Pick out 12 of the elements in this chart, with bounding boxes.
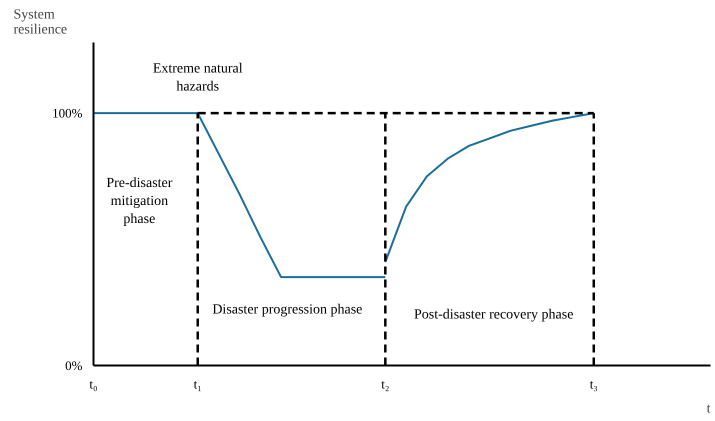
x-tick-label: t₂ [381,376,390,392]
y-axis-title: System resilience [14,8,68,38]
x-axis-title: t [706,402,711,416]
x-tick-label: t₀ [89,376,98,392]
y-tick-label: 100% [52,106,83,121]
annotation: Disaster progression phase [212,302,362,318]
x-tick-label: t₁ [194,376,202,392]
annotation: Post-disaster recovery phase [414,308,574,323]
x-tick-label: t₃ [590,376,598,392]
annotation: Pre-disaster mitigation phase [106,176,173,227]
y-tick-label: 0% [65,358,83,373]
annotation: Extreme natural hazards [152,61,243,94]
